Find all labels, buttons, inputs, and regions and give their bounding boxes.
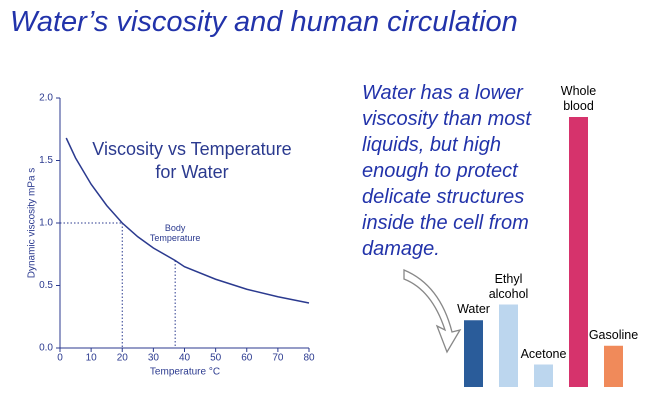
bar bbox=[499, 304, 518, 387]
x-tick-label: 40 bbox=[179, 353, 191, 364]
bar-label: Whole blood bbox=[560, 84, 597, 113]
y-tick-label: 0.0 bbox=[39, 343, 53, 354]
annotation-text: Body Temperature bbox=[149, 223, 201, 243]
y-tick-label: 2.0 bbox=[39, 93, 53, 104]
bar-label: Acetone bbox=[520, 346, 567, 361]
y-tick-label: 1.5 bbox=[39, 155, 53, 166]
x-tick-label: 70 bbox=[272, 353, 284, 364]
bar-label: Water bbox=[457, 302, 490, 317]
y-tick-label: 0.5 bbox=[39, 280, 53, 291]
bar bbox=[464, 320, 483, 387]
x-tick-label: 30 bbox=[148, 353, 160, 364]
y-tick-label: 1.0 bbox=[39, 218, 53, 229]
bar-label: Ethyl alcohol bbox=[488, 271, 529, 301]
bar bbox=[604, 345, 623, 387]
bar bbox=[534, 364, 553, 387]
arrow bbox=[403, 269, 462, 354]
x-tick-label: 60 bbox=[241, 353, 253, 364]
bar bbox=[569, 117, 588, 387]
x-tick-label: 50 bbox=[210, 353, 222, 364]
slide-title: Water’s viscosity and human circulation bbox=[10, 6, 518, 38]
x-tick-label: 10 bbox=[86, 353, 98, 364]
note-text: Water has a lower viscosity than most li… bbox=[362, 82, 531, 260]
chart-title: Viscosity vs Temperature for Water bbox=[92, 139, 292, 182]
bar-label: Gasoline bbox=[588, 327, 639, 342]
x-tick-label: 20 bbox=[117, 353, 129, 364]
x-axis-label: Temperature °C bbox=[150, 367, 220, 378]
x-tick-label: 0 bbox=[57, 353, 63, 364]
y-axis-label: Dynamic viscosity mPa s bbox=[27, 168, 38, 279]
line bbox=[65, 137, 310, 304]
x-tick-label: 80 bbox=[303, 353, 315, 364]
